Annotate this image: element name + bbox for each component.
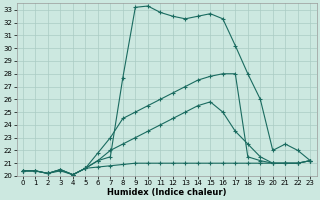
X-axis label: Humidex (Indice chaleur): Humidex (Indice chaleur) xyxy=(107,188,226,197)
